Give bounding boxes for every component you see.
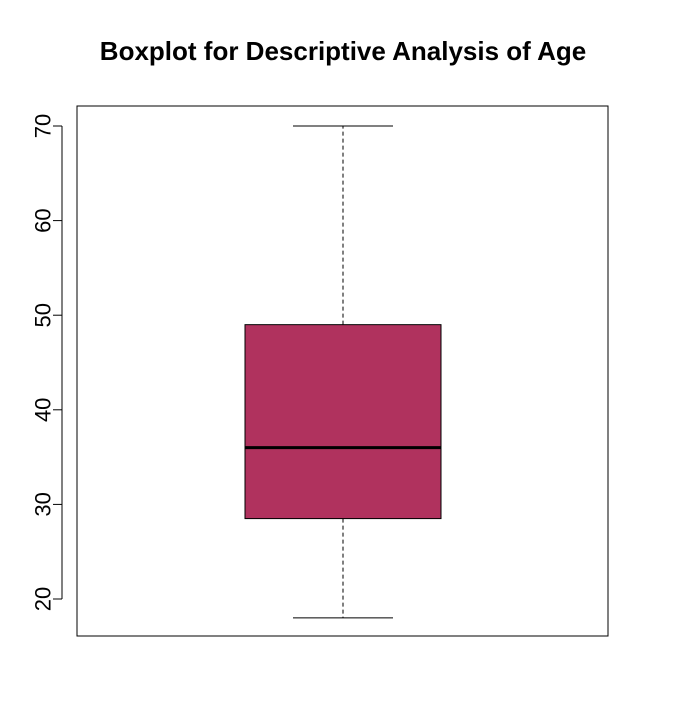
y-tick-label: 40: [31, 398, 56, 422]
plot-frame: [76, 105, 609, 637]
box-group: [244, 125, 442, 619]
y-axis: 20 30 40 50 60 70: [31, 114, 63, 611]
y-tick-label: 30: [31, 492, 56, 516]
iqr-box: [244, 324, 442, 520]
y-tick-label: 60: [31, 208, 56, 232]
y-tick-label: 70: [31, 114, 56, 138]
chart-title: Boxplot for Descriptive Analysis of Age: [100, 36, 586, 66]
y-tick-label: 50: [31, 303, 56, 327]
y-tick-label: 20: [31, 587, 56, 611]
